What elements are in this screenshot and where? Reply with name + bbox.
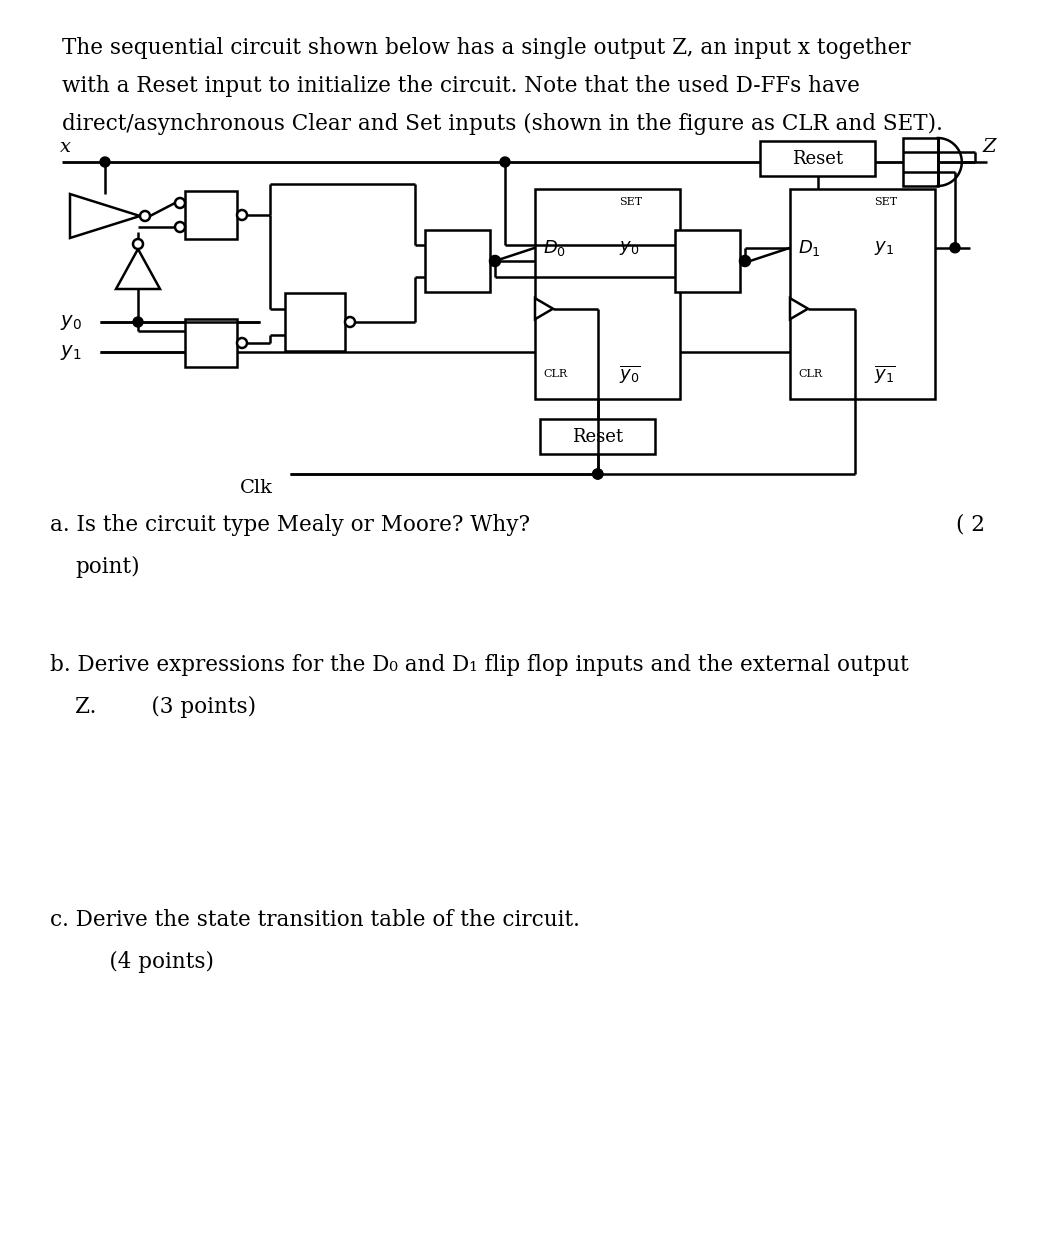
Text: Clk: Clk <box>240 479 273 497</box>
Text: SET: SET <box>874 197 897 207</box>
Circle shape <box>175 222 185 232</box>
Polygon shape <box>116 249 160 289</box>
Text: Reset: Reset <box>792 149 843 168</box>
Circle shape <box>950 243 960 253</box>
Text: $y_0$: $y_0$ <box>60 312 82 332</box>
Bar <box>185 191 237 239</box>
Text: ( 2: ( 2 <box>956 515 985 536</box>
Text: $y_0$: $y_0$ <box>619 239 640 257</box>
Polygon shape <box>71 194 140 238</box>
Text: b. Derive expressions for the D₀ and D₁ flip flop inputs and the external output: b. Derive expressions for the D₀ and D₁ … <box>50 654 908 676</box>
Text: Z: Z <box>983 138 997 155</box>
Circle shape <box>237 210 247 220</box>
Text: $D_0$: $D_0$ <box>543 238 566 258</box>
Circle shape <box>100 157 110 167</box>
Bar <box>535 189 680 399</box>
Circle shape <box>491 255 500 267</box>
Polygon shape <box>790 299 808 320</box>
Circle shape <box>491 255 500 267</box>
Bar <box>285 292 345 350</box>
Text: $D_1$: $D_1$ <box>798 238 820 258</box>
Circle shape <box>345 317 355 327</box>
Text: SET: SET <box>619 197 642 207</box>
Circle shape <box>593 469 602 479</box>
Circle shape <box>133 239 143 249</box>
Text: point): point) <box>75 557 140 578</box>
Text: $y_1$: $y_1$ <box>60 343 81 362</box>
Polygon shape <box>535 299 553 320</box>
Text: $y_1$: $y_1$ <box>874 239 894 257</box>
Text: $\overline{y_0}$: $\overline{y_0}$ <box>619 363 641 385</box>
Bar <box>675 230 740 292</box>
Bar <box>790 189 935 399</box>
Bar <box>185 320 237 366</box>
Text: with a Reset input to initialize the circuit. Note that the used D-FFs have: with a Reset input to initialize the cir… <box>62 75 860 97</box>
Text: Z.        (3 points): Z. (3 points) <box>75 696 256 718</box>
Circle shape <box>237 338 247 348</box>
Circle shape <box>175 197 185 209</box>
Bar <box>425 230 491 292</box>
Circle shape <box>740 255 750 267</box>
Bar <box>903 138 937 186</box>
Circle shape <box>133 317 143 327</box>
Bar <box>540 420 655 454</box>
Text: x: x <box>60 138 71 155</box>
Bar <box>760 141 875 176</box>
Text: (4 points): (4 points) <box>75 951 214 974</box>
Text: $\overline{y_1}$: $\overline{y_1}$ <box>874 363 896 385</box>
Circle shape <box>592 469 602 479</box>
Circle shape <box>740 255 750 267</box>
Text: CLR: CLR <box>543 369 567 379</box>
Text: c. Derive the state transition table of the circuit.: c. Derive the state transition table of … <box>50 909 580 930</box>
Text: a. Is the circuit type Mealy or Moore? Why?: a. Is the circuit type Mealy or Moore? W… <box>50 515 530 536</box>
Circle shape <box>500 157 510 167</box>
Text: Reset: Reset <box>572 427 623 445</box>
Circle shape <box>140 211 150 221</box>
Text: CLR: CLR <box>798 369 822 379</box>
Text: The sequential circuit shown below has a single output Z, an input x together: The sequential circuit shown below has a… <box>62 37 910 59</box>
Text: direct/asynchronous Clear and Set inputs (shown in the figure as CLR and SET).: direct/asynchronous Clear and Set inputs… <box>62 114 943 135</box>
